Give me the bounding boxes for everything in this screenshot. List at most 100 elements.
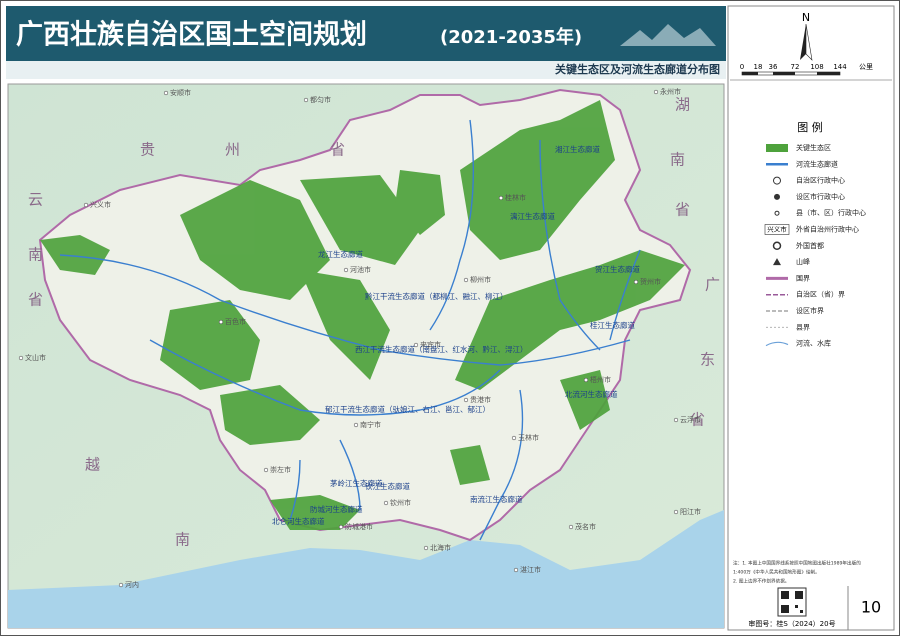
- legend-sample: 兴义市: [767, 225, 787, 234]
- city-label: 河池市: [350, 265, 371, 274]
- legend-label: 河流、水库: [796, 339, 831, 348]
- province-label: 广: [705, 276, 722, 294]
- legend-label: 关键生态区: [796, 143, 831, 152]
- city-label: 玉林市: [518, 433, 539, 442]
- scale-bar: 0 18 36 72 108 144 公里: [740, 63, 873, 76]
- city-marker: [513, 567, 519, 573]
- city-label: 贵港市: [470, 395, 491, 404]
- city-label: 梧州市: [590, 375, 611, 384]
- corridor-label: 郁江干流生态廊道（驮娘江、右江、邕江、郁江）: [325, 404, 490, 414]
- legend-label: 自治区（省）界: [796, 290, 845, 299]
- corridor-label: 桂江生态廊道: [590, 320, 635, 330]
- city-label: 南宁市: [360, 420, 381, 429]
- province-label: 湖: [675, 96, 692, 114]
- city-marker: [653, 89, 659, 95]
- city-marker: [83, 202, 89, 208]
- legend-swatch: [773, 176, 781, 185]
- city-marker: [673, 509, 679, 515]
- city-label: 北海市: [430, 543, 451, 552]
- legend-swatch: [766, 144, 788, 152]
- legend-label: 县界: [796, 323, 810, 331]
- province-label: 省: [690, 411, 707, 429]
- corridor-label: 西江干流生态廊道（南盘江、红水河、黔江、浔江）: [355, 344, 528, 354]
- legend-swatch: [765, 341, 789, 347]
- legend-swatch: [774, 193, 780, 200]
- city-marker: [118, 582, 124, 588]
- legend-title: 图 例: [797, 120, 823, 134]
- city-marker: [413, 342, 419, 348]
- city-label: 阳江市: [680, 507, 701, 516]
- province-label: 南: [175, 531, 192, 549]
- north-label: N: [802, 11, 810, 24]
- scale-label: 72: [791, 63, 800, 71]
- province-label: 云: [28, 191, 45, 209]
- city-label: 永州市: [660, 87, 681, 96]
- city-marker: [673, 417, 679, 423]
- mountain-icon: [620, 24, 716, 46]
- city-label: 云浮市: [680, 415, 701, 424]
- legend-label: 县（市、区）行政中心: [796, 208, 866, 217]
- province-label: 南: [28, 246, 45, 264]
- city-marker: [633, 279, 639, 285]
- city-marker: [163, 90, 169, 96]
- legend-swatch: [773, 258, 781, 266]
- city-marker: [343, 267, 349, 273]
- city-label: 河内: [125, 580, 139, 589]
- corridor-label: 湘江生态廊道: [555, 144, 600, 154]
- city-label: 湛江市: [520, 565, 541, 574]
- city-marker: [423, 545, 429, 551]
- corridor-label: 茅岭江生态廊道: [330, 478, 383, 488]
- city-marker: [303, 97, 309, 103]
- corridor-label: 南流江生态廊道: [470, 494, 523, 504]
- scale-label: 18: [754, 63, 763, 71]
- scale-bar-seg: [817, 72, 840, 75]
- city-label: 都匀市: [310, 95, 331, 104]
- side-panel: [727, 5, 895, 631]
- city-label: 来宾市: [420, 340, 441, 349]
- province-label: 省: [330, 141, 347, 159]
- legend-label: 河流生态廊道: [796, 159, 838, 168]
- city-label: 柳州市: [470, 275, 491, 284]
- city-marker: [463, 277, 469, 283]
- scale-label: 144: [833, 63, 847, 71]
- city-marker: [498, 195, 504, 201]
- corridor-label: 防城河生态廊道: [310, 504, 363, 514]
- note-2: 1:400万《中华人民共和国地形图》绘制。: [733, 569, 820, 576]
- city-marker: [263, 467, 269, 473]
- city-label: 桂林市: [505, 193, 526, 202]
- river-corridors: [59, 119, 641, 541]
- scale-bar-seg: [773, 72, 795, 75]
- city-label: 文山市: [25, 353, 46, 362]
- scale-label: 36: [769, 63, 778, 71]
- scale-label: 0: [740, 63, 744, 71]
- legend-label: 国界: [796, 274, 810, 282]
- corridor-label: 黔江干流生态廊道（都柳江、融江、柳江）: [365, 291, 508, 301]
- city-marker: [568, 524, 574, 530]
- page-number: 10: [861, 598, 881, 617]
- city-label: 防城港市: [345, 522, 373, 531]
- city-marker: [338, 524, 344, 530]
- legend-label: 设区市行政中心: [796, 192, 845, 201]
- sea: [8, 510, 724, 628]
- subtitle: 关键生态区及河流生态廊道分布图: [555, 62, 720, 76]
- legend-label: 设区市界: [796, 306, 824, 315]
- review-number: 审图号：桂S（2024）20号: [748, 619, 835, 628]
- city-label: 兴义市: [90, 200, 111, 209]
- province-label: 省: [675, 201, 692, 219]
- city-label: 安顺市: [170, 88, 191, 97]
- title: 广西壮族自治区国土空间规划: [16, 19, 367, 51]
- city-marker: [353, 422, 359, 428]
- subtitle-band: [6, 61, 726, 79]
- corridor-label: 贺江生态廊道: [595, 264, 640, 274]
- province-label: 省: [28, 291, 45, 309]
- legend-swatch: [764, 224, 790, 235]
- city-marker: [383, 500, 389, 506]
- corridor-label: 漓江生态廊道: [510, 211, 555, 221]
- note-3: 2. 图上边界不作划界依据。: [733, 578, 789, 585]
- province-label: 州: [225, 141, 242, 159]
- legend-label: 山峰: [796, 257, 810, 266]
- city-label: 百色市: [225, 317, 246, 326]
- legend-label: 外国首都: [796, 241, 824, 250]
- legend-swatch: [774, 210, 780, 216]
- city-marker: [583, 377, 589, 383]
